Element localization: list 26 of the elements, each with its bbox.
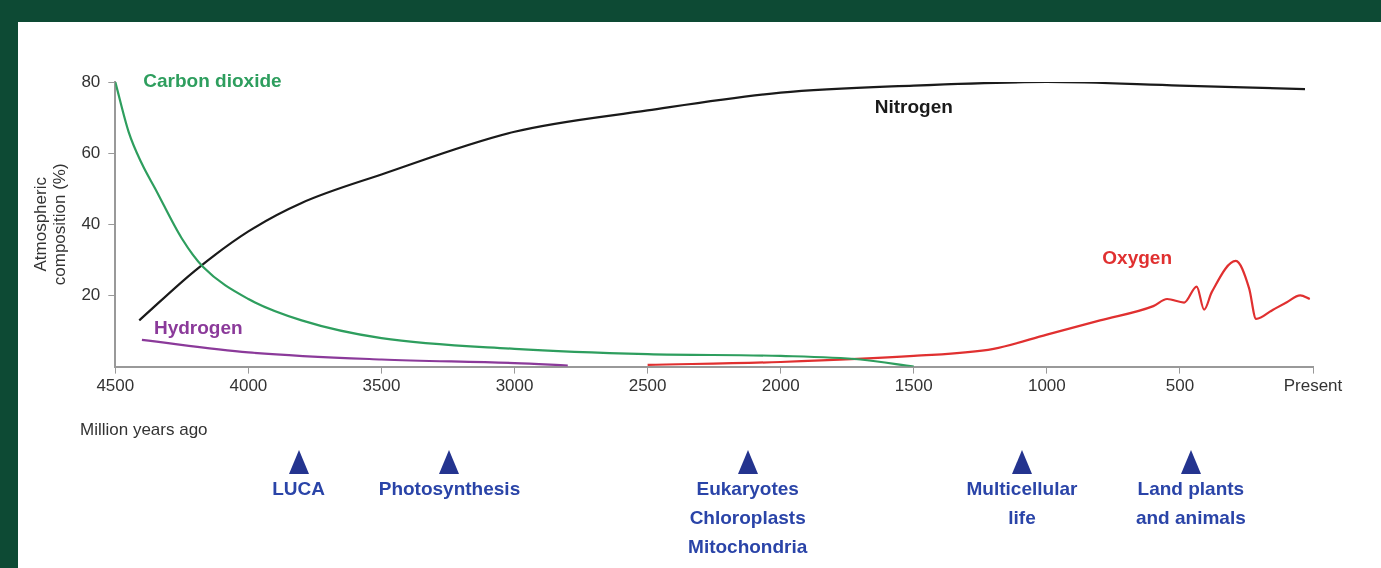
y-tick-label: 40 bbox=[81, 213, 101, 233]
series-label: Hydrogen bbox=[153, 317, 243, 339]
y-tick-label: 60 bbox=[81, 142, 101, 162]
text: Eukaryotes Chloroplasts Mitochondria bbox=[688, 478, 808, 558]
x-axis-title: Million years ago bbox=[80, 419, 208, 439]
text: Multicellular life bbox=[966, 478, 1078, 529]
x-tick-label: 4500 bbox=[96, 376, 135, 396]
line-series bbox=[140, 338, 569, 367]
x-tick-label: 2000 bbox=[761, 376, 800, 396]
text: Land plants and animals bbox=[1135, 478, 1246, 529]
x-tick-label: Present bbox=[1283, 376, 1343, 396]
y-tick-label: 80 bbox=[81, 71, 101, 91]
x-tick-label: 500 bbox=[1165, 376, 1195, 396]
series-label: Carbon dioxide bbox=[143, 70, 282, 92]
text: LUCA bbox=[272, 478, 326, 500]
text: Photosynthesis bbox=[378, 478, 521, 500]
series-label: Nitrogen bbox=[874, 95, 953, 117]
x-tick-label: 3000 bbox=[495, 376, 534, 396]
x-tick-label: 3500 bbox=[362, 376, 401, 396]
x-tick-label: 2500 bbox=[628, 376, 667, 396]
x-tick-label: 1000 bbox=[1027, 376, 1066, 396]
x-tick-label: 1500 bbox=[894, 376, 933, 396]
x-tick-label: 4000 bbox=[229, 376, 268, 396]
series-label: Oxygen bbox=[1102, 247, 1172, 269]
y-tick-label: 20 bbox=[81, 285, 101, 305]
y-axis-title: Atmospheric composition (%) bbox=[31, 163, 69, 286]
